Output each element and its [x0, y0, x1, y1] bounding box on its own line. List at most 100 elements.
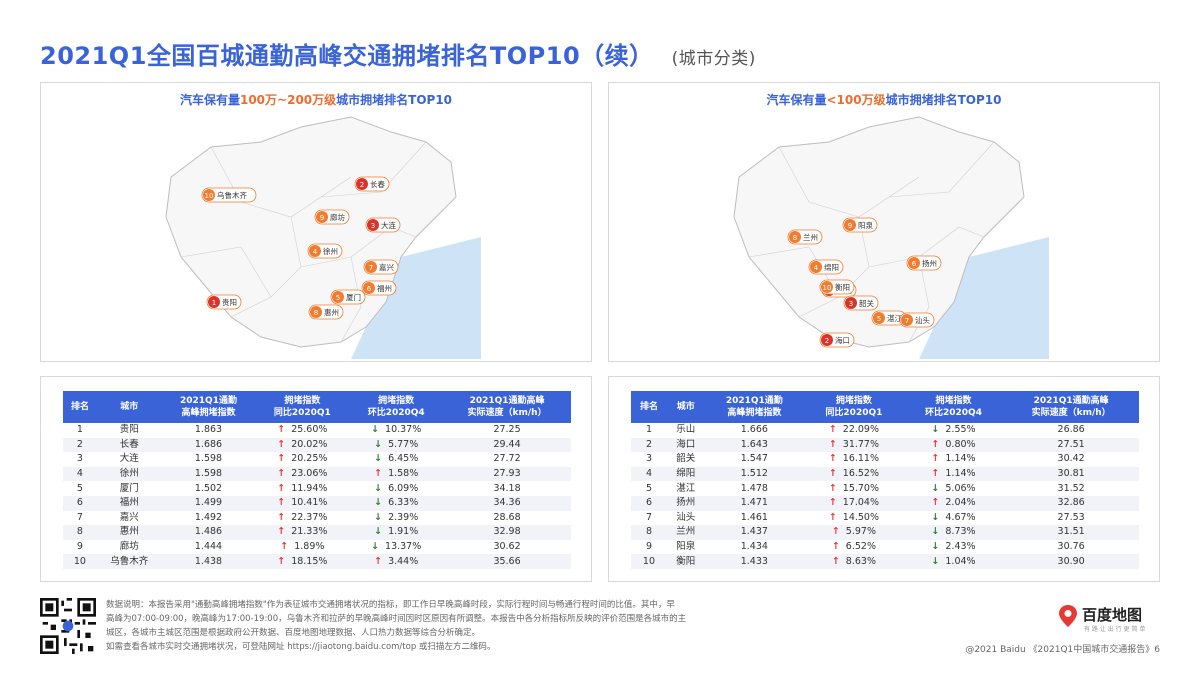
rank-badge	[363, 282, 375, 294]
baidu-map-logo: 百度地图 有 路 让 出 行 更 简 单	[1058, 604, 1145, 633]
rank-label: 3	[371, 222, 375, 230]
note-line: 城区，各城市主城区范围是根据政府公开数据、百度地图地理数据、人口热力数据等综合分…	[106, 628, 481, 638]
qoq-cell: ↑ 0.80%	[903, 437, 1004, 453]
column-header: 2021Q1通勤高峰 实际速度（km/h）	[443, 391, 571, 423]
city-cell: 绵阳	[666, 466, 705, 482]
speed-cell: 27.25	[493, 424, 521, 436]
rank-badge	[310, 306, 322, 318]
table-header-row: 排名 城市 2021Q1通勤 高峰拥堵指数 拥堵指数 同比2020Q1 拥堵指数 环比2020…	[63, 391, 571, 423]
index-cell: 1.492	[194, 511, 223, 523]
arrow-down-icon: ↓	[371, 424, 380, 436]
rank-cell: 4	[631, 466, 667, 482]
yoy-cell: ↑ 17.04%	[804, 495, 904, 511]
table-row: 8 惠州 1.486 ↑ 21.33% ↓ 1.91% 32.98	[63, 525, 571, 540]
speed-cell: 34.18	[493, 482, 521, 494]
speed-cell: 30.76	[1057, 541, 1085, 553]
yoy-cell: ↑ 14.50%	[828, 511, 880, 523]
speed-cell: 27.51	[1003, 437, 1139, 453]
rank-cell: 7	[76, 511, 83, 523]
rank-label: 7	[369, 264, 373, 272]
city-marker: 10 衡阳	[819, 279, 855, 295]
table-row: 1 乐山 1.666 ↑ 22.09% ↓ 2.55% 26.86	[631, 423, 1139, 438]
table-row: 9 廊坊 1.444 ↑ 1.89% ↓ 13.37% 30.62	[63, 540, 571, 555]
table-row: 2 长春 1.686 ↑ 20.02% ↓ 5.77% 29.44	[63, 437, 571, 453]
rank-cell: 10	[631, 554, 667, 569]
city-marker: 1 贵阳	[206, 294, 242, 310]
rank-badge	[356, 178, 368, 190]
arrow-down-icon: ↓	[371, 541, 380, 553]
rank-label: 7	[905, 317, 909, 325]
rank-badge	[810, 261, 822, 273]
city-marker: 8 兰州	[787, 229, 823, 245]
rank-badge	[365, 261, 377, 273]
note-line: 高峰为07:00-09:00，晚高峰为17:00-19:00，乌鲁木齐和拉萨的早…	[106, 614, 687, 624]
arrow-down-icon: ↓	[374, 526, 383, 538]
city-marker: 7 汕头	[899, 312, 935, 328]
arrow-up-icon: ↑	[277, 555, 286, 567]
index-cell: 1.666	[740, 424, 768, 436]
ranking-table: 排名 城市 2021Q1通勤 高峰拥堵指数 拥堵指数 同比2020Q1 拥堵指数 环比2020…	[631, 391, 1139, 569]
china-map: 1 贵阳 2 长春 3 大连 4 徐州 5 厦门 6 福州 7 嘉兴 8 惠州 9 廊坊 10 乌鲁木齐	[151, 107, 481, 359]
table-header-row: 排名 城市 2021Q1通勤 高峰拥堵指数 拥堵指数 同比2020Q1 拥堵指数 环比2020…	[631, 391, 1139, 423]
index-cell: 1.502	[194, 482, 223, 494]
column-header: 排名	[63, 391, 97, 423]
city-cell: 大连	[119, 453, 139, 465]
arrow-up-icon: ↑	[277, 424, 286, 436]
speed-cell: 31.52	[1057, 482, 1085, 494]
map-title-post: 城市拥堵排名TOP10	[885, 93, 1002, 107]
rank-badge	[845, 297, 857, 309]
page-title: 2021Q1全国百城通勤高峰交通拥堵排名TOP10（续） (城市分类)	[40, 36, 756, 71]
arrow-down-icon: ↓	[931, 541, 940, 553]
yoy-cell: ↑ 21.33%	[255, 525, 350, 540]
qoq-cell: ↓ 5.06%	[931, 482, 976, 494]
city-label: 汕头	[915, 315, 930, 325]
column-header: 2021Q1通勤 高峰拥堵指数	[161, 391, 256, 423]
qoq-cell: ↑ 1.14%	[931, 453, 976, 465]
rank-cell: 7	[645, 511, 652, 523]
rank-badge	[203, 189, 215, 201]
logo-tagline: 有 路 让 出 行 更 简 单	[1084, 626, 1146, 633]
arrow-down-icon: ↓	[374, 438, 383, 450]
qoq-cell: ↓ 2.43%	[931, 541, 976, 553]
rank-label: 8	[314, 309, 318, 317]
speed-cell: 34.36	[443, 495, 571, 511]
qoq-cell: ↑ 2.04%	[903, 495, 1004, 511]
qoq-cell: ↓ 6.33%	[349, 495, 444, 511]
rank-badge	[367, 219, 379, 231]
table-row: 1 贵阳 1.863 ↑ 25.60% ↓ 10.37% 27.25	[63, 423, 571, 438]
column-header: 拥堵指数 环比2020Q4	[349, 391, 444, 423]
column-header: 2021Q1通勤高峰 实际速度（km/h）	[1003, 391, 1139, 423]
speed-cell: 31.51	[1003, 525, 1139, 540]
map-panel-100w-200w: 汽车保有量100万~200万级城市拥堵排名TOP10 1 贵阳 2 长春 3 大连 4 徐州 5…	[40, 82, 592, 362]
city-label: 韶关	[859, 298, 874, 308]
speed-cell: 27.53	[1057, 511, 1085, 523]
city-label: 福州	[377, 284, 392, 293]
table-row: 3 韶关 1.547 ↑ 16.11% ↑ 1.14% 30.42	[631, 452, 1139, 467]
arrow-up-icon: ↑	[374, 468, 383, 480]
rank-badge	[908, 257, 920, 269]
city-cell: 长春	[96, 437, 162, 453]
map-title-highlight: <100万级	[826, 93, 886, 107]
city-label: 大连	[381, 220, 396, 230]
city-label: 湛江	[887, 314, 902, 323]
arrow-down-icon: ↓	[931, 511, 940, 523]
qoq-cell: ↓ 6.09%	[374, 482, 419, 494]
city-label: 长春	[370, 179, 385, 189]
qr-code[interactable]	[40, 598, 96, 654]
index-cell: 1.499	[161, 495, 256, 511]
table-panel-under-100w: 排名 城市 2021Q1通勤 高峰拥堵指数 拥堵指数 同比2020Q1 拥堵指数 环比2020…	[608, 376, 1160, 582]
rank-cell: 3	[645, 453, 652, 465]
arrow-down-icon: ↓	[931, 555, 940, 567]
china-outline	[733, 116, 1025, 348]
rank-cell: 9	[645, 541, 652, 553]
index-cell: 1.598	[194, 453, 223, 465]
arrow-up-icon: ↑	[831, 526, 840, 538]
index-cell: 1.863	[194, 424, 223, 436]
table-row: 7 嘉兴 1.492 ↑ 22.37% ↓ 2.39% 28.68	[63, 511, 571, 526]
rank-cell: 6	[63, 495, 97, 511]
arrow-up-icon: ↑	[931, 453, 940, 465]
city-label: 厦门	[346, 293, 361, 302]
index-cell: 1.471	[704, 495, 805, 511]
speed-cell: 28.68	[493, 511, 521, 523]
column-header: 拥堵指数 同比2020Q1	[255, 391, 350, 423]
